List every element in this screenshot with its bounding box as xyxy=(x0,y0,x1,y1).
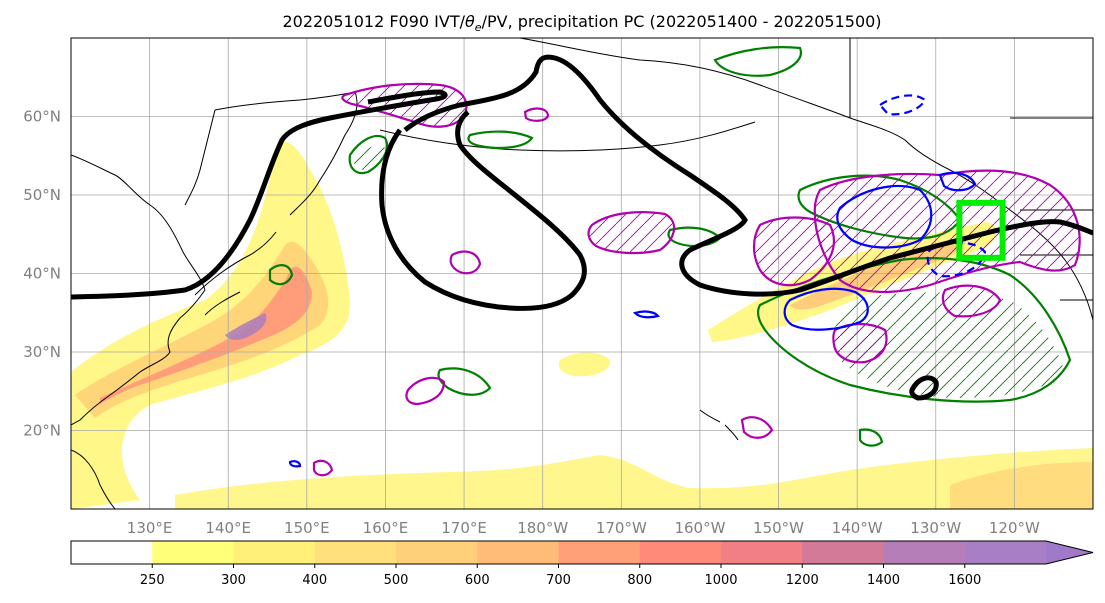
theta-e-hatch xyxy=(354,144,1065,398)
pv-contour-small xyxy=(909,375,939,401)
lat-tick-label: 50°N xyxy=(23,186,61,204)
lon-tick-label: 130°W xyxy=(910,519,961,537)
colorbar-tick-label: 700 xyxy=(546,573,571,588)
colorbar-tick-label: 500 xyxy=(384,573,409,588)
coast-hawaii xyxy=(699,409,739,441)
green-contour-japan xyxy=(268,264,294,286)
colorbar-segment xyxy=(233,541,316,564)
mag-contour-gulf xyxy=(587,211,676,255)
colorbar-extend-arrow xyxy=(1046,541,1093,564)
mag-contour-mid xyxy=(449,250,482,275)
coast-kamchatka xyxy=(214,91,358,216)
blue-contour-east-1 xyxy=(783,287,869,331)
pc-negative-contours xyxy=(288,94,987,468)
lon-tick-label: 120°W xyxy=(989,519,1040,537)
blue-contour-east-2 xyxy=(836,184,933,249)
coast-philippines xyxy=(71,449,116,509)
colorbar-segment xyxy=(314,541,397,564)
coast-okhotsk xyxy=(184,109,216,206)
mag-contour-east-1 xyxy=(752,216,835,287)
ivt-core-west-1400 xyxy=(225,313,267,340)
colorbar-segment xyxy=(152,541,234,564)
map-panel xyxy=(71,38,1093,509)
mag-contour-hawaii xyxy=(740,416,774,439)
lon-tick-label: 140°W xyxy=(832,519,883,537)
ivt-spot-south xyxy=(558,352,611,377)
lon-tick-label: 140°E xyxy=(205,519,251,537)
blue-contour-small-1 xyxy=(632,310,660,319)
pv-contours xyxy=(71,54,1093,401)
blue-contour-gulf xyxy=(938,171,977,192)
lat-tick-label: 60°N xyxy=(23,108,61,126)
lat-tick-label: 40°N xyxy=(23,265,61,283)
green-contour-alaska xyxy=(713,46,803,77)
pv-contour-trough xyxy=(379,110,587,311)
colorbar-segment xyxy=(883,541,966,564)
lon-tick-label: 170°E xyxy=(441,519,487,537)
lat-axis-labels: 60°N 50°N 40°N 30°N 20°N xyxy=(23,108,61,440)
map-frame xyxy=(70,37,1094,510)
lat-tick-label: 20°N xyxy=(23,422,61,440)
colorbar xyxy=(70,540,1094,568)
ivt-band-south-400 xyxy=(950,462,1093,509)
mag-contour-east-3 xyxy=(832,322,888,364)
colorbar-segment xyxy=(396,541,478,564)
lon-tick-label: 130°E xyxy=(127,519,173,537)
blue-contour-alaska xyxy=(878,94,927,116)
colorbar-outline xyxy=(70,540,1094,565)
coast-japan xyxy=(194,231,277,316)
lon-axis-labels: 130°E 140°E 150°E 160°E 170°E 180°W 170°W 160°W… xyxy=(127,519,1040,537)
colorbar-tick-label: 1200 xyxy=(786,573,819,588)
colorbar-segment xyxy=(721,541,803,564)
lat-tick-label: 30°N xyxy=(23,343,61,361)
lon-tick-label: 170°W xyxy=(596,519,647,537)
colorbar-tick-label: 400 xyxy=(302,573,327,588)
lon-tick-label: 160°W xyxy=(674,519,725,537)
green-contour-aleutian xyxy=(467,130,534,149)
colorbar-tick-label: 300 xyxy=(221,573,246,588)
colorbar-segment xyxy=(558,541,641,564)
green-contour-south xyxy=(858,428,884,447)
mag-contour-aleutian xyxy=(523,107,550,122)
coast-asia xyxy=(71,154,206,426)
colorbar-segment xyxy=(964,541,1047,564)
colorbar-segment xyxy=(477,541,559,564)
lon-tick-label: 150°E xyxy=(284,519,330,537)
mag-contour-sw xyxy=(405,376,446,406)
pv-contour-ridge xyxy=(403,54,1093,297)
blue-contour-small-2 xyxy=(288,460,302,468)
colorbar-tick-label: 250 xyxy=(140,573,165,588)
ivt-band-west-700 xyxy=(100,266,312,404)
colorbar-segment xyxy=(802,541,884,564)
ivt-band-south-250 xyxy=(175,448,1093,509)
lon-tick-label: 160°E xyxy=(363,519,409,537)
colorbar-tick-label: 600 xyxy=(465,573,490,588)
coast-aleutians xyxy=(379,121,756,152)
green-contour-kamchatka xyxy=(348,134,389,175)
lon-tick-label: 180°W xyxy=(517,519,568,537)
colorbar-tick-label: 1000 xyxy=(704,573,737,588)
colorbar-tick-labels: 250 300 400 500 600 700 800 1000 1200 1400 1600 xyxy=(140,573,981,588)
colorbar-tick-label: 1400 xyxy=(867,573,900,588)
colorbar-segment xyxy=(71,541,153,564)
mag-contour-east-4 xyxy=(941,284,1002,318)
colorbar-tick-label: 1600 xyxy=(948,573,981,588)
figure-title: 2022051012 F090 IVT/θe/PV, precipitation… xyxy=(282,12,881,34)
lon-tick-label: 150°W xyxy=(753,519,804,537)
target-box xyxy=(956,199,1006,261)
colorbar-segment xyxy=(639,541,722,564)
colorbar-tick-label: 800 xyxy=(627,573,652,588)
pv-contour-west xyxy=(71,89,448,300)
mag-contour-small xyxy=(312,459,334,477)
